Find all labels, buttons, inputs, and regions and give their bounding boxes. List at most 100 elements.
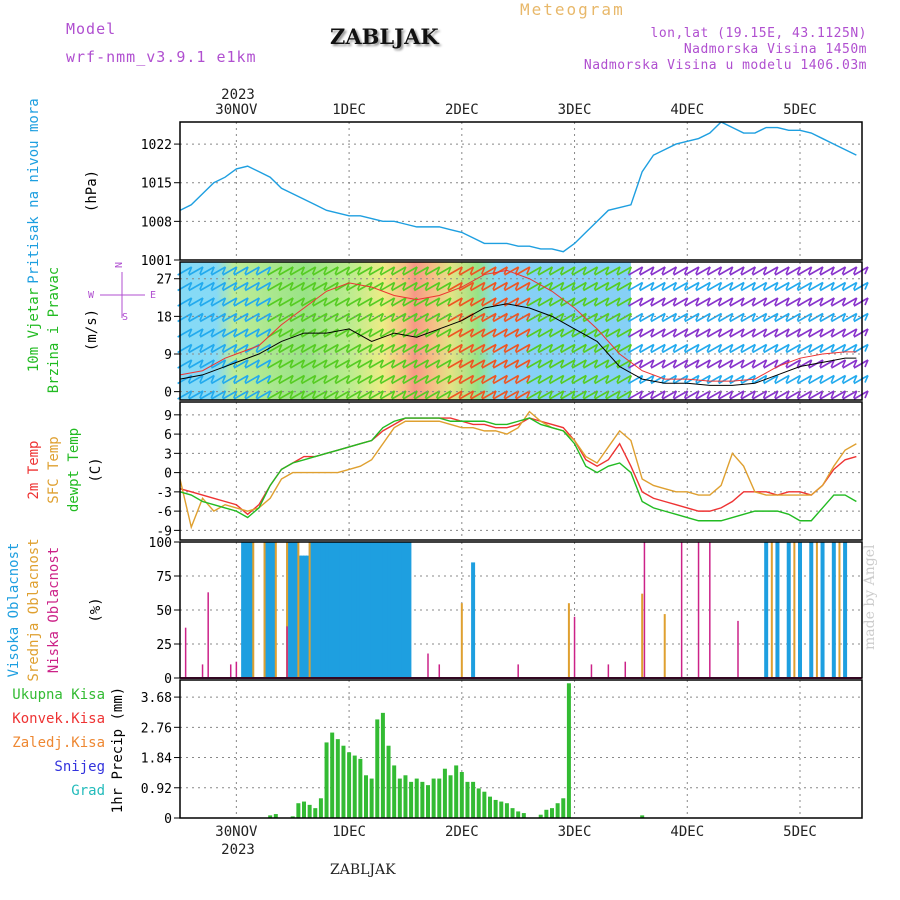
temperature-line-2 [179,417,857,522]
cloud-bar [815,542,818,678]
wind-barb [650,281,666,292]
wind-barb [345,375,351,383]
cloud-bar [286,542,291,678]
wind-barb [210,297,215,306]
wind-barb [311,266,317,275]
wind-barb [256,328,271,338]
top-date-label: 5DEC [783,102,817,118]
wind-barb [334,266,339,275]
wind-barb [560,390,576,400]
wind-barb [616,375,621,383]
wind-barb [594,297,610,307]
wind-barb [582,359,587,368]
wind-barb [650,359,666,369]
precip-bar [555,803,560,818]
wind-barb [425,297,441,307]
wind-barb [480,375,486,383]
wind-barb [469,266,475,275]
wind-barb [222,297,238,307]
wind-barb [458,313,463,321]
wind-barb [323,343,339,354]
wind-barb [266,375,272,383]
wind-barb [650,390,666,400]
wind-barb [515,297,531,307]
wind-barb [695,297,711,307]
wind-barb [808,328,824,338]
wind-barb [718,328,734,338]
precip-bar [296,803,301,818]
wind-barb [752,281,767,292]
wind-barb [515,266,531,276]
cloud-bar [607,664,610,678]
wind-barb [740,328,745,337]
wind-barb [346,328,362,338]
wind-barb [470,297,486,307]
wind-barb [650,344,655,352]
wind-barb [345,390,351,399]
wind-barb [244,282,249,290]
wind-barb [797,266,813,276]
wind-barb [402,266,407,275]
temp-axis-title: 2m Temp [26,440,42,499]
wind-barb [684,359,700,369]
wind-barb [379,313,385,321]
cloud-bar [294,542,299,678]
wind-barb [458,266,463,275]
cloud-bar [289,542,294,678]
footer-station: ZABLJAK [330,862,396,878]
cloud-axis-title-3: Niska Oblacnost [46,547,62,673]
wind-barb [774,297,779,306]
wind-barb [661,297,677,307]
y-tick-label: 0 [164,467,172,482]
wind-barb [436,281,452,292]
wind-barb [627,390,633,399]
wind-barb [583,312,598,323]
wind-barb [188,281,204,292]
wind-barb [492,282,497,290]
wind-barb [718,266,734,276]
wind-barb [222,343,238,354]
wind-barb [425,390,441,400]
wind-barb [301,266,317,276]
wind-barb [864,266,869,275]
wind-barb [819,328,835,338]
wind-barb [650,312,666,323]
wind-barb [593,359,599,368]
wind-barb [199,328,204,337]
wind-barb [583,343,598,354]
wind-barb [447,390,452,399]
wind-barb [244,328,249,337]
wind-barb [480,359,486,368]
wind-barb [357,281,373,292]
wind-barb [188,297,204,307]
wind-barb [763,359,779,369]
wind-barb [752,374,767,385]
wind-barb [797,343,813,354]
wind-barb [368,344,373,352]
wind-barb [740,297,756,307]
wind-barb [841,359,847,368]
wind-barb [199,374,215,385]
wind-barb [233,312,249,323]
wind-barb [751,328,757,337]
wind-barb [683,266,689,275]
wind-barb [232,328,238,337]
wind-barb [707,266,722,276]
wind-barb [638,266,644,275]
wind-barb [256,390,271,400]
wind-barb [673,281,689,292]
y-tick-label: 1015 [141,177,172,192]
cloud-bar [365,542,370,678]
wind-barb [311,359,317,368]
wind-barb [289,328,294,337]
wind-barb [831,281,846,292]
wind-barb [560,359,576,369]
cloud-bar [396,542,401,678]
wind-barb [391,328,407,338]
wind-barb [594,281,610,292]
panel-frame [179,401,863,541]
wind-barb [447,297,452,306]
wind-barb [323,281,339,292]
wind-barb [301,281,317,292]
wind-barb [459,266,474,276]
